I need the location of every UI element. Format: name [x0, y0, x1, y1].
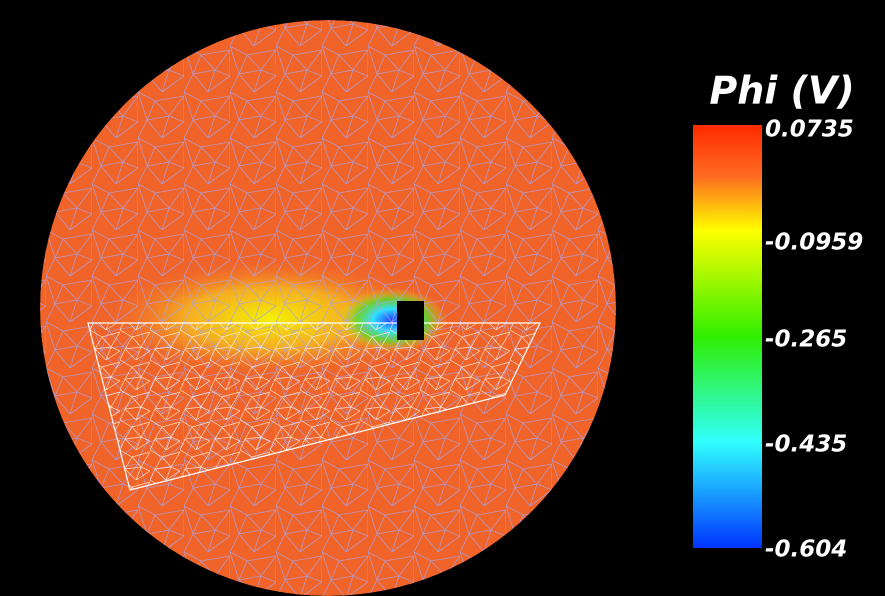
visualization: Phi (V) 0.0735 -0.0959 -0.265 -0.435 -0.604 [0, 0, 885, 596]
colorbar-label: -0.604 [765, 537, 847, 563]
colorbar-label: -0.265 [765, 327, 847, 353]
object [397, 301, 424, 340]
colorbar-label: -0.0959 [765, 230, 863, 256]
colorbar-label: -0.435 [765, 432, 847, 458]
colorbar [693, 125, 762, 548]
colorbar-title: Phi (V) [709, 69, 854, 113]
colorbar-labels: 0.0735 -0.0959 -0.265 -0.435 -0.604 [765, 117, 863, 563]
page: Phi (V) 0.0735-0.0959-0.265-0.435-0.604 … [0, 0, 885, 596]
colorbar-label: 0.0735 [765, 117, 854, 143]
